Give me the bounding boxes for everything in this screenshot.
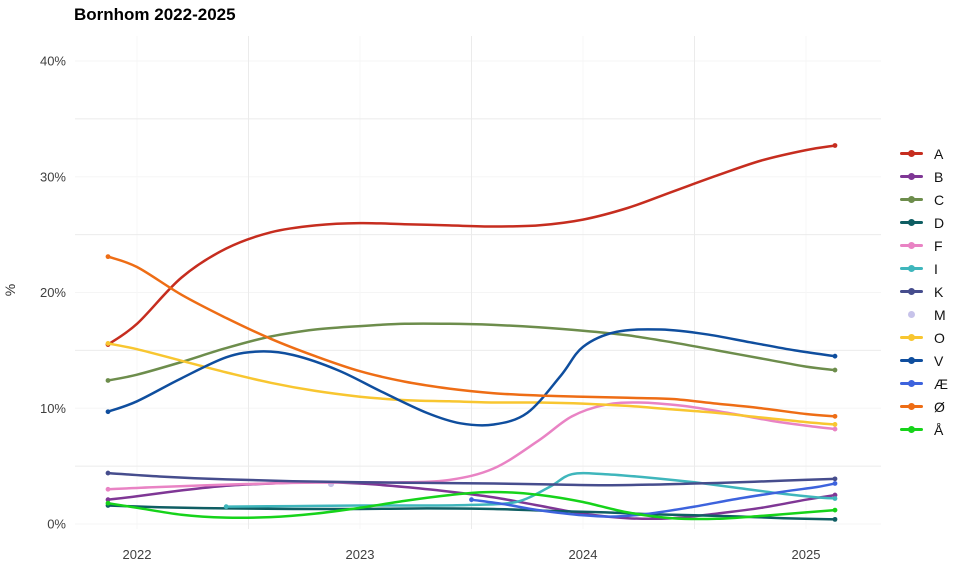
series-line-I bbox=[224, 471, 837, 508]
legend-item-M: M bbox=[900, 303, 948, 326]
series-endpoint-Å bbox=[105, 500, 111, 506]
series-endpoint-C bbox=[832, 367, 838, 373]
legend-label: A bbox=[934, 145, 944, 162]
series-endpoint-Æ bbox=[469, 497, 474, 503]
legend-label: F bbox=[934, 237, 943, 254]
legend-item-Ø: Ø bbox=[900, 395, 948, 418]
legend-label: C bbox=[934, 191, 945, 208]
y-tick-label: 30% bbox=[40, 169, 66, 184]
series-endpoint-F bbox=[832, 426, 838, 432]
series-endpoint-Å bbox=[832, 507, 838, 513]
legend-line-icon bbox=[900, 356, 923, 366]
y-tick-label: 0% bbox=[47, 517, 66, 532]
legend-label: O bbox=[934, 329, 945, 346]
x-tick-label: 2025 bbox=[792, 547, 821, 562]
series-endpoint-C bbox=[105, 378, 111, 383]
y-tick-label: 10% bbox=[40, 401, 66, 416]
series-line-A bbox=[106, 144, 837, 346]
legend-label: D bbox=[934, 214, 945, 231]
legend-label: Ø bbox=[934, 398, 945, 415]
series-endpoint-D bbox=[832, 516, 838, 522]
series-endpoint-Æ bbox=[832, 481, 838, 486]
legend-line-icon bbox=[900, 287, 923, 297]
y-axis-title: % bbox=[2, 283, 19, 297]
y-tick-label: 40% bbox=[40, 54, 66, 69]
legend-label: K bbox=[934, 283, 944, 300]
series-endpoint-O bbox=[832, 422, 838, 427]
series-endpoint-B bbox=[105, 497, 111, 503]
series-endpoint-O bbox=[105, 341, 111, 346]
series-line-Å bbox=[106, 490, 837, 521]
legend-line-icon bbox=[900, 195, 923, 205]
series-endpoint-V bbox=[105, 409, 111, 415]
legend-item-Å: Å bbox=[900, 418, 948, 441]
legend-dot-icon bbox=[900, 310, 923, 320]
series-line-K bbox=[106, 471, 837, 487]
legend-line-icon bbox=[900, 241, 923, 251]
legend-item-C: C bbox=[900, 188, 948, 211]
series-endpoint-B bbox=[832, 492, 838, 498]
legend-line-icon bbox=[900, 333, 923, 343]
legend-item-F: F bbox=[900, 234, 948, 257]
series-line-V bbox=[106, 328, 837, 427]
series-endpoint-K bbox=[832, 476, 838, 482]
series-line-D bbox=[106, 504, 837, 521]
legend-line-icon bbox=[900, 218, 923, 228]
legend-item-D: D bbox=[900, 211, 948, 234]
series-endpoint-V bbox=[832, 353, 838, 359]
x-tick-label: 2023 bbox=[346, 547, 375, 562]
series-line-C bbox=[106, 322, 837, 382]
legend-line-icon bbox=[900, 402, 923, 412]
series-endpoint-Ø bbox=[105, 254, 111, 260]
legend-label: B bbox=[934, 168, 944, 185]
legend-item-B: B bbox=[900, 165, 948, 188]
series-endpoint-K bbox=[105, 470, 111, 476]
legend-item-I: I bbox=[900, 257, 948, 280]
series-line-O bbox=[106, 342, 837, 426]
legend-label: V bbox=[934, 352, 944, 369]
series-endpoint-A bbox=[832, 143, 838, 148]
legend-item-Æ: Æ bbox=[900, 372, 948, 395]
legend-line-icon bbox=[900, 172, 923, 182]
series-line-Æ bbox=[470, 482, 837, 518]
x-tick-label: 2022 bbox=[123, 547, 152, 562]
legend-line-icon bbox=[900, 149, 923, 159]
series-line-Ø bbox=[106, 255, 837, 418]
legend-label: Æ bbox=[934, 375, 948, 392]
legend-line-icon bbox=[900, 379, 923, 389]
x-tick-label: 2024 bbox=[569, 547, 598, 562]
legend-label: Å bbox=[934, 421, 944, 438]
chart-title: Bornhom 2022-2025 bbox=[74, 5, 236, 24]
series-endpoint-I bbox=[223, 504, 229, 510]
y-tick-label: 20% bbox=[40, 285, 66, 300]
legend-line-icon bbox=[900, 425, 923, 435]
series-endpoint-F bbox=[105, 486, 111, 492]
legend-label: I bbox=[934, 260, 938, 277]
legend-item-V: V bbox=[900, 349, 948, 372]
legend-item-A: A bbox=[900, 142, 948, 165]
legend-label: M bbox=[934, 306, 946, 323]
legend-line-icon bbox=[900, 264, 923, 274]
legend-item-O: O bbox=[900, 326, 948, 349]
series-endpoint-Ø bbox=[832, 413, 838, 419]
legend-item-K: K bbox=[900, 280, 948, 303]
series-endpoint-I bbox=[832, 496, 838, 501]
series-line-B bbox=[106, 481, 837, 521]
